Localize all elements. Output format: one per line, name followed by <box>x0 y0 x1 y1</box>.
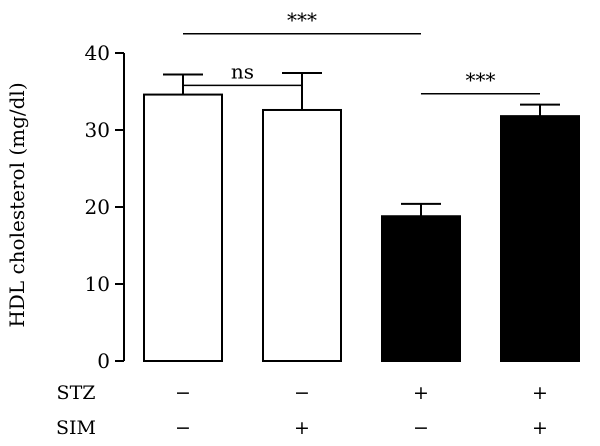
condition-sim-4: + <box>532 417 548 439</box>
condition-stz-3: + <box>413 382 429 404</box>
y-tick-label-0: 0 <box>97 349 110 373</box>
condition-rows: STZ − − + + SIM − + − + <box>56 382 548 439</box>
condition-name-stz: STZ <box>57 382 96 404</box>
y-tick-label-40: 40 <box>85 41 110 65</box>
y-tick-label-10: 10 <box>85 272 110 296</box>
y-tick-label-20: 20 <box>85 195 110 219</box>
condition-name-sim: SIM <box>56 417 96 439</box>
y-axis-label: HDL cholesterol (mg/dl) <box>5 82 29 327</box>
bar-2 <box>262 108 342 363</box>
significance-label-1: ns <box>231 59 254 83</box>
condition-sim-2: + <box>294 417 310 439</box>
condition-stz-1: − <box>175 382 191 404</box>
y-tick-label-30: 30 <box>85 118 110 142</box>
condition-stz-2: − <box>294 382 310 404</box>
significance-label-3: *** <box>466 68 496 92</box>
condition-sim-1: − <box>175 417 191 439</box>
error-bars-group <box>163 72 560 217</box>
y-axis: 0 10 20 30 40 <box>85 41 125 373</box>
condition-stz-4: + <box>532 382 548 404</box>
significance-label-2: *** <box>287 8 317 32</box>
significance-group: ns *** *** <box>183 8 540 95</box>
bar-1 <box>143 93 223 363</box>
condition-sim-3: − <box>413 417 429 439</box>
bar-4 <box>500 115 580 362</box>
bars-group <box>143 93 580 363</box>
bar-3 <box>381 215 461 362</box>
